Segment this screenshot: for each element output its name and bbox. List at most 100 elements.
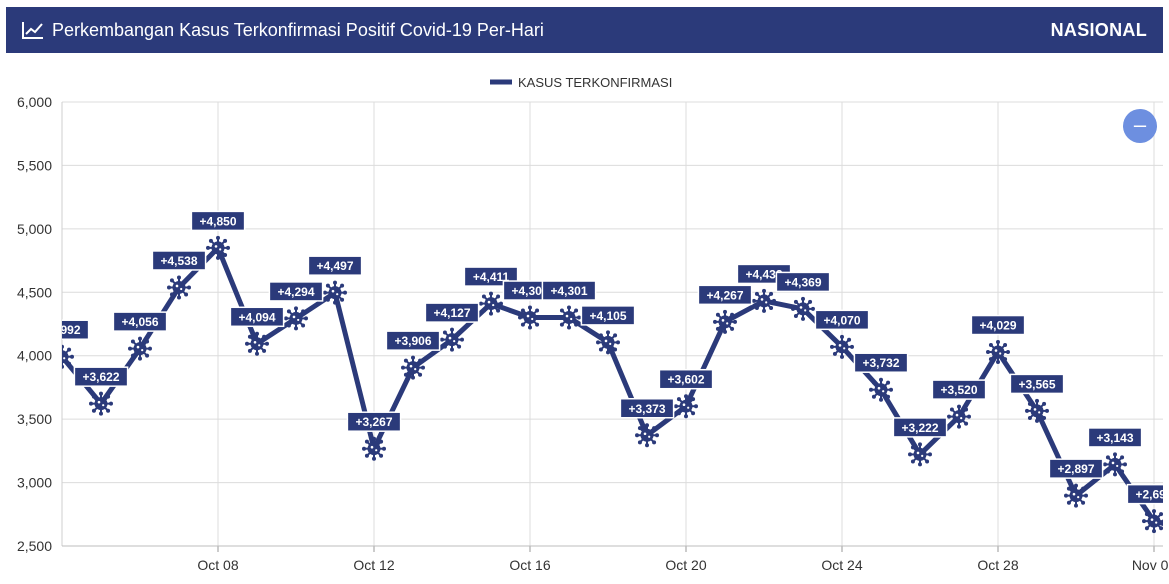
virus-spike-tip — [148, 346, 152, 351]
virus-spike-tip — [1064, 493, 1068, 498]
data-label-text: +4,105 — [589, 309, 626, 323]
virus-spike-tip — [1159, 526, 1163, 531]
data-label-text: +2,696 — [1135, 488, 1169, 502]
virus-spike-tip — [964, 407, 969, 412]
virus-spike-tip — [535, 308, 540, 313]
virus-spot — [1033, 408, 1037, 411]
virus-spike-tip — [574, 322, 579, 327]
x-tick-label: Oct 16 — [509, 557, 550, 573]
virus-spike-tip — [67, 361, 72, 366]
virus-spike-tip — [832, 337, 837, 342]
virus-spot — [877, 386, 881, 390]
virus-spike-tip — [886, 380, 891, 385]
virus-icon — [674, 394, 698, 419]
data-label: +4,497 — [307, 255, 363, 276]
data-label: +4,301 — [541, 280, 597, 301]
data-label-text: +4,497 — [316, 259, 353, 273]
virus-spike-tip — [499, 301, 503, 306]
virus-spike-tip — [53, 348, 57, 352]
virus-spot — [804, 309, 807, 312]
virus-spike-tip — [637, 440, 642, 445]
virus-body — [62, 350, 69, 364]
virus-spike-tip — [947, 414, 951, 419]
data-label-box — [541, 280, 597, 301]
virus-spike-tip — [1045, 408, 1049, 413]
virus-spike-tip — [840, 334, 844, 339]
virus-spot — [687, 406, 690, 409]
data-label-box — [970, 314, 1026, 336]
data-label: +2,897 — [1048, 458, 1104, 479]
virus-spike-tip — [450, 327, 454, 332]
data-label: +3,622 — [73, 366, 129, 387]
virus-spike-tip — [1042, 401, 1047, 406]
virus-icon — [53, 344, 74, 369]
virus-spot — [604, 339, 608, 343]
virus-spike-tip — [733, 319, 737, 324]
virus-spike-tip — [442, 344, 447, 349]
virus-body — [757, 294, 771, 308]
virus-spike-tip — [754, 305, 759, 310]
virus-icon — [986, 340, 1010, 365]
virus-body — [328, 286, 342, 300]
virus-spike-tip — [496, 308, 501, 313]
virus-spike-tip — [957, 404, 961, 409]
data-label-box — [1087, 427, 1143, 448]
virus-spike-tip — [808, 313, 813, 318]
virus-spot — [921, 454, 924, 458]
data-label-text: +4,056 — [121, 315, 158, 329]
zoom-out-button[interactable]: – — [1123, 109, 1157, 143]
data-label-box — [931, 379, 987, 400]
virus-spike-tip — [1084, 493, 1088, 498]
virus-spot — [487, 300, 491, 304]
virus-spike-tip — [496, 294, 501, 299]
virus-spike-tip — [286, 323, 291, 328]
virus-spike-tip — [645, 423, 649, 428]
virus-spike-tip — [1120, 469, 1125, 474]
virus-spike-tip — [598, 347, 603, 352]
data-label: +4,294 — [268, 281, 324, 302]
virus-spike-tip — [910, 445, 915, 450]
virus-spike-tip — [811, 306, 815, 311]
data-label-box — [190, 210, 246, 232]
data-label: +4,070 — [814, 309, 870, 331]
data-label: +2,696 — [1126, 483, 1169, 505]
virus-spot — [297, 318, 300, 322]
virus-spike-tip — [284, 316, 288, 321]
virus-spike-tip — [674, 404, 678, 409]
data-label-text: +2,897 — [1057, 462, 1094, 476]
virus-body — [796, 302, 810, 316]
virus-spot — [916, 451, 920, 455]
virus-spike-tip — [1006, 350, 1010, 355]
virus-spike-tip — [247, 334, 252, 339]
virus-spot — [799, 306, 803, 309]
virus-spike-tip — [450, 347, 454, 352]
virus-body — [94, 397, 108, 411]
virus-body — [679, 399, 693, 413]
virus-spot — [643, 432, 647, 436]
virus-spot — [1111, 461, 1115, 465]
virus-body — [640, 428, 654, 442]
virus-spike-tip — [1103, 462, 1107, 467]
data-label-text: +3,622 — [82, 370, 119, 384]
virus-spot — [882, 390, 885, 393]
virus-spike-tip — [128, 346, 132, 351]
virus-spike-tip — [871, 394, 876, 399]
virus-icon — [401, 355, 425, 380]
virus-spike-tip — [557, 315, 561, 320]
virus-spot — [570, 317, 573, 321]
virus-spot — [63, 357, 66, 360]
virus-spike-tip — [676, 411, 681, 416]
x-tick-label: Oct 24 — [821, 557, 862, 573]
virus-spike-tip — [403, 358, 408, 363]
virus-body — [367, 442, 381, 456]
virus-spike-tip — [262, 348, 267, 353]
virus-spot — [960, 417, 963, 420]
virus-spike-tip — [247, 348, 252, 353]
data-label: +4,369 — [775, 271, 831, 293]
virus-spike-tip — [730, 326, 735, 331]
virus-icon — [128, 336, 152, 361]
data-label-box — [775, 271, 831, 293]
virus-spike-tip — [1123, 462, 1127, 467]
virus-spike-tip — [223, 238, 228, 243]
virus-spike-tip — [1120, 455, 1125, 460]
